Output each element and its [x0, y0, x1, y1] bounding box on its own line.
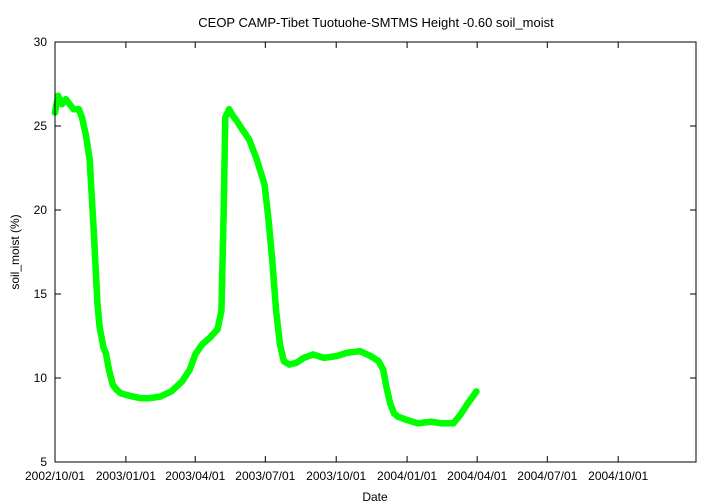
x-tick-label: 2003/04/01	[165, 469, 225, 483]
data-point	[473, 388, 480, 395]
y-tick-label: 30	[34, 35, 48, 49]
x-tick-label: 2004/10/01	[588, 469, 648, 483]
y-tick-label: 20	[34, 203, 48, 217]
y-tick-label: 10	[34, 371, 48, 385]
y-tick-label: 5	[40, 455, 47, 469]
x-tick-label: 2003/01/01	[96, 469, 156, 483]
x-tick-label: 2004/07/01	[517, 469, 577, 483]
y-tick-label: 15	[34, 287, 48, 301]
x-tick-label: 2004/01/01	[377, 469, 437, 483]
y-axis-title: soil_moist (%)	[8, 214, 22, 289]
data-series	[51, 92, 480, 427]
x-tick-label: 2002/10/01	[25, 469, 85, 483]
x-axis-title: Date	[362, 490, 388, 504]
chart-title: CEOP CAMP-Tibet Tuotuohe-SMTMS Height -0…	[198, 15, 554, 30]
x-tick-label: 2003/10/01	[306, 469, 366, 483]
x-axis: 2002/10/01 2003/01/01 2003/04/01 2003/07/01…	[25, 42, 649, 483]
plot-frame	[54, 41, 697, 463]
y-axis: 5 10 15 20 25 30	[34, 35, 696, 469]
x-tick-label: 2003/07/01	[235, 469, 295, 483]
x-tick-label: 2004/04/01	[447, 469, 507, 483]
y-tick-label: 25	[34, 119, 48, 133]
